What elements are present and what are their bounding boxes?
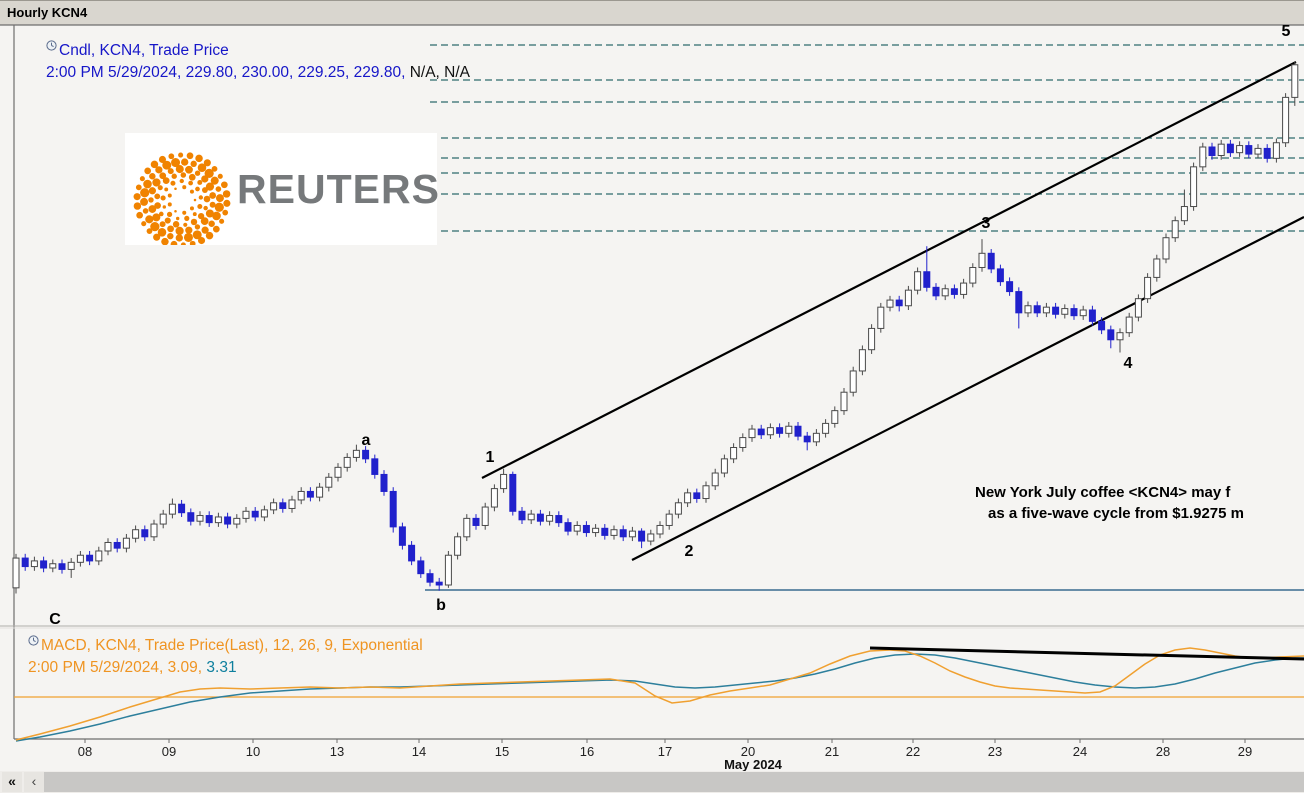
x-axis-label: 15 [494, 744, 510, 759]
x-axis-label: 29 [1237, 744, 1253, 759]
macd-legend-line1: MACD, KCN4, Trade Price(Last), 12, 26, 9… [41, 637, 423, 654]
x-axis-label: 13 [329, 744, 345, 759]
x-axis-label: 10 [245, 744, 261, 759]
wave-label-1: 1 [485, 449, 495, 466]
x-axis-label: 09 [161, 744, 177, 759]
wave-label-5: 5 [1281, 23, 1291, 40]
price-legend-line1: Cndl, KCN4, Trade Price [59, 42, 229, 59]
scroll-to-start-button[interactable]: « [2, 772, 22, 792]
chart-annotation: New York July coffee <KCN4> may f as a f… [975, 482, 1304, 524]
annotation-line2: as a five-wave cycle from $1.9275 m [988, 505, 1244, 522]
wave-label-a: a [361, 432, 371, 449]
candles-group [12, 61, 1299, 594]
x-axis-month-label: May 2024 [724, 757, 782, 772]
reuters-logo: REUTERS [125, 133, 440, 248]
x-axis-label: 21 [824, 744, 840, 759]
wave-label-3: 3 [981, 215, 991, 232]
price-legend-line2: 2:00 PM 5/29/2024, 229.80, 230.00, 229.2… [46, 64, 406, 81]
scroll-back-button[interactable]: ‹ [24, 772, 44, 792]
time-scrollbar[interactable]: « ‹ [0, 771, 1304, 793]
reuters-sunburst-icon [133, 152, 231, 248]
x-axis-label: 24 [1072, 744, 1088, 759]
x-axis-label: 16 [579, 744, 595, 759]
x-axis-label: 23 [987, 744, 1003, 759]
macd-legend: MACD, KCN4, Trade Price(Last), 12, 26, 9… [28, 631, 423, 679]
wave-label-4: 4 [1123, 355, 1133, 372]
price-legend: Cndl, KCN4, Trade Price 2:00 PM 5/29/202… [46, 36, 470, 84]
timeseries-clock-icon [46, 36, 57, 58]
macd-legend-line2: 2:00 PM 5/29/2024, 3.09, [28, 659, 207, 676]
x-axis-label: 28 [1155, 744, 1171, 759]
macd-signal-value: 3.31 [206, 659, 237, 676]
reuters-wordmark: REUTERS [237, 166, 440, 212]
x-axis-label: 17 [657, 744, 673, 759]
x-axis-label: 14 [411, 744, 427, 759]
macd-clock-icon [28, 631, 39, 653]
wave-label-b: b [436, 597, 446, 614]
x-axis-label: 08 [77, 744, 93, 759]
annotation-line1: New York July coffee <KCN4> may f [975, 484, 1231, 501]
wave-label-2: 2 [684, 543, 694, 560]
x-axis-label: 22 [905, 744, 921, 759]
price-legend-na: N/A, N/A [405, 64, 470, 81]
window-title: Hourly KCN4 [7, 5, 88, 20]
wave-label-C: C [49, 611, 61, 628]
window-title-bar[interactable]: Hourly KCN4 [0, 0, 1304, 25]
scrollbar-thumb[interactable] [44, 772, 1304, 792]
x-axis-label: 20 [740, 744, 756, 759]
